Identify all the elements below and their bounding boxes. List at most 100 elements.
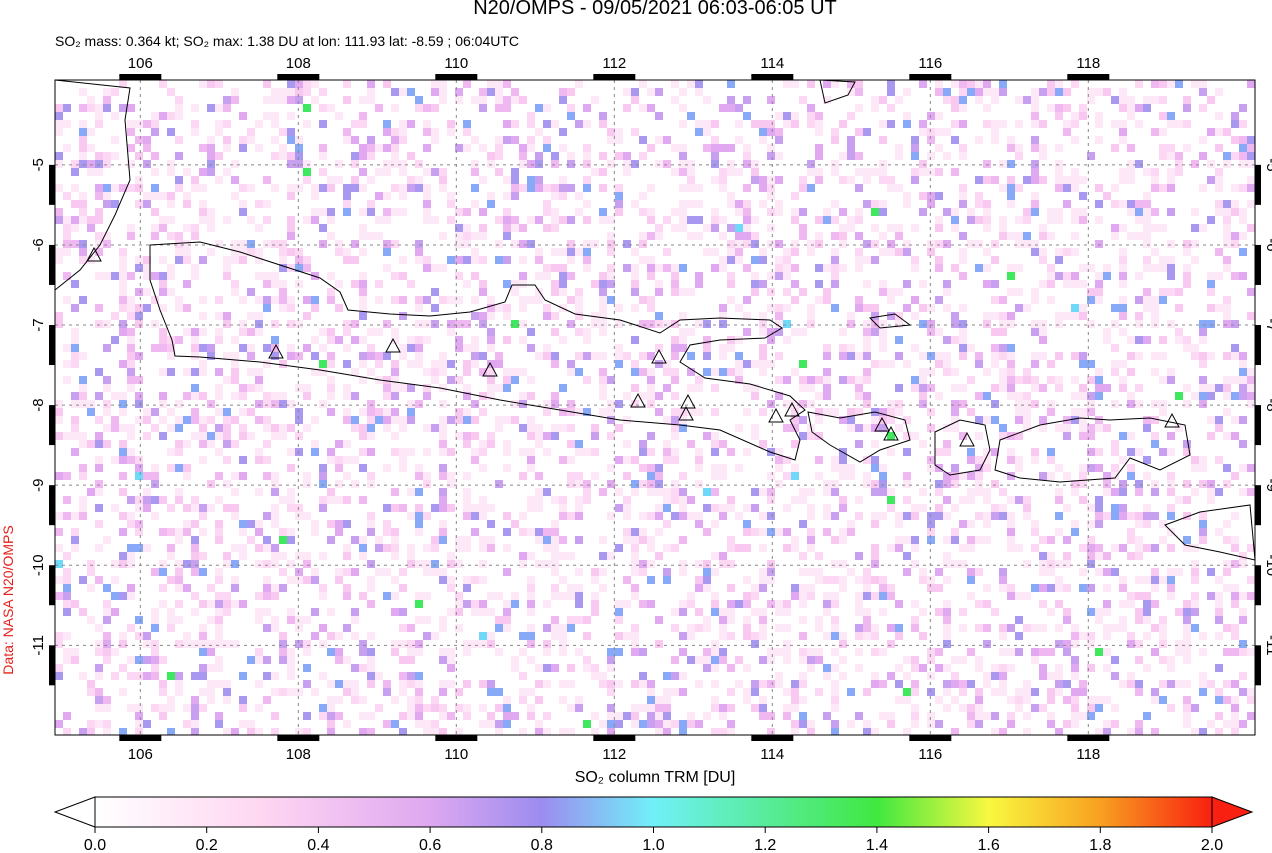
so2-pixel: [935, 608, 943, 616]
so2-pixel: [1135, 336, 1143, 344]
so2-pixel: [87, 256, 95, 264]
so2-pixel: [199, 256, 207, 264]
so2-pixel: [543, 648, 551, 656]
so2-pixel: [127, 184, 135, 192]
so2-pixel: [783, 336, 791, 344]
so2-pixel: [991, 296, 999, 304]
so2-pixel: [1167, 152, 1175, 160]
so2-pixel: [615, 616, 623, 624]
so2-pixel: [839, 528, 847, 536]
so2-pixel: [743, 384, 751, 392]
so2-pixel: [1039, 664, 1047, 672]
so2-pixel: [1167, 664, 1175, 672]
so2-pixel: [455, 256, 463, 264]
so2-pixel: [879, 344, 887, 352]
so2-pixel: [215, 536, 223, 544]
so2-pixel: [639, 720, 647, 728]
so2-pixel: [247, 288, 255, 296]
so2-pixel: [1239, 152, 1247, 160]
so2-pixel: [455, 88, 463, 96]
so2-pixel: [543, 400, 551, 408]
so2-pixel: [71, 528, 79, 536]
so2-pixel: [959, 328, 967, 336]
so2-pixel: [223, 440, 231, 448]
so2-pixel: [103, 720, 111, 728]
so2-pixel: [1135, 616, 1143, 624]
so2-pixel: [183, 304, 191, 312]
so2-pixel: [983, 392, 991, 400]
so2-pixel: [367, 400, 375, 408]
so2-pixel: [119, 304, 127, 312]
so2-pixel: [1191, 544, 1199, 552]
so2-pixel: [1055, 640, 1063, 648]
so2-pixel: [1071, 232, 1079, 240]
so2-pixel: [207, 688, 215, 696]
so2-pixel: [1023, 408, 1031, 416]
so2-pixel: [1167, 592, 1175, 600]
so2-pixel: [1087, 608, 1095, 616]
so2-pixel: [871, 728, 879, 735]
so2-pixel: [95, 184, 103, 192]
so2-pixel: [351, 536, 359, 544]
so2-pixel: [879, 480, 887, 488]
so2-pixel: [799, 208, 807, 216]
so2-pixel: [607, 720, 615, 728]
so2-pixel: [1103, 264, 1111, 272]
so2-pixel: [839, 416, 847, 424]
so2-pixel: [343, 656, 351, 664]
so2-pixel: [799, 416, 807, 424]
so2-pixel: [255, 608, 263, 616]
so2-pixel: [799, 400, 807, 408]
so2-pixel: [199, 528, 207, 536]
so2-pixel: [999, 688, 1007, 696]
so2-pixel: [855, 152, 863, 160]
so2-pixel: [1071, 416, 1079, 424]
so2-pixel: [799, 376, 807, 384]
so2-pixel: [559, 592, 567, 600]
so2-pixel: [271, 96, 279, 104]
so2-pixel: [1175, 336, 1183, 344]
so2-pixel: [919, 440, 927, 448]
so2-pixel: [831, 160, 839, 168]
so2-pixel: [1167, 448, 1175, 456]
so2-pixel: [919, 376, 927, 384]
so2-pixel: [1023, 688, 1031, 696]
so2-pixel: [1159, 408, 1167, 416]
so2-pixel: [1199, 680, 1207, 688]
so2-pixel: [615, 400, 623, 408]
so2-pixel: [383, 392, 391, 400]
so2-pixel: [55, 544, 63, 552]
so2-pixel: [495, 240, 503, 248]
so2-pixel: [1247, 576, 1255, 584]
so2-pixel: [567, 440, 575, 448]
so2-pixel: [63, 240, 71, 248]
so2-pixel: [615, 352, 623, 360]
so2-pixel: [687, 624, 695, 632]
so2-pixel: [231, 560, 239, 568]
so2-pixel: [1015, 704, 1023, 712]
so2-pixel: [415, 360, 423, 368]
so2-pixel: [911, 432, 919, 440]
so2-pixel: [503, 368, 511, 376]
so2-pixel: [263, 672, 271, 680]
so2-pixel: [207, 136, 215, 144]
so2-pixel: [919, 304, 927, 312]
so2-pixel: [1151, 224, 1159, 232]
so2-pixel: [1143, 232, 1151, 240]
so2-pixel: [551, 224, 559, 232]
so2-pixel: [1143, 96, 1151, 104]
so2-pixel: [343, 416, 351, 424]
so2-pixel: [863, 728, 871, 735]
so2-pixel: [503, 608, 511, 616]
so2-pixel: [351, 456, 359, 464]
so2-pixel: [727, 688, 735, 696]
so2-pixel: [63, 712, 71, 720]
so2-pixel: [911, 256, 919, 264]
so2-pixel: [823, 592, 831, 600]
so2-pixel: [847, 152, 855, 160]
so2-pixel: [615, 344, 623, 352]
so2-pixel: [79, 608, 87, 616]
so2-pixel: [527, 240, 535, 248]
so2-pixel: [831, 592, 839, 600]
so2-pixel: [367, 512, 375, 520]
